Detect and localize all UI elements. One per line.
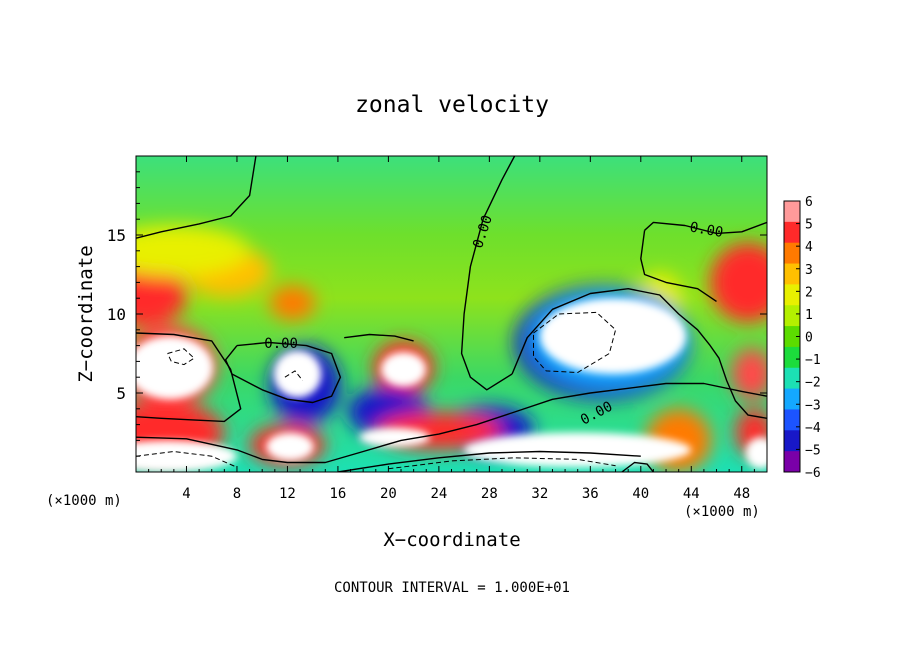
x-unit-right: (×1000 m) [684,504,760,520]
y-tick-label-1: 10 [107,305,126,324]
colorbar-swatch-9 [784,388,800,410]
x-tick-label-3: 16 [329,486,346,502]
x-tick-label-8: 36 [582,486,599,502]
colorbar-swatch-12 [784,451,800,473]
saturated-region-8 [745,437,767,469]
saturated-region-0 [136,336,213,400]
x-tick-label-7: 32 [531,486,548,502]
solid-contour-9 [344,333,414,342]
contour-label-1: 0.00 [688,219,724,241]
dashed-contour-1 [167,348,195,366]
colorbar-swatch-1 [784,221,800,244]
colorbar-label-3: 3 [805,263,813,278]
colorbar: 6 5 4 3 2 1 0 −1 −2 −3 −4 −5 −6 [783,195,821,481]
x-tick-label-9: 40 [632,486,649,502]
colorbar-label-10: −4 [805,421,821,436]
solid-contour-2 [511,288,767,419]
saturated-region-1 [273,350,322,398]
colorbar-label-9: −3 [805,398,821,413]
y-axis-ticks: 5 10 15 [107,171,767,457]
colorbar-label-6: 0 [805,331,813,346]
colorbar-swatch-7 [784,346,800,369]
out-of-range-regions [136,298,767,472]
x-tick-label-4: 20 [380,486,397,502]
colorbar-swatch-4 [784,284,800,306]
dashed-contour-4 [388,457,616,470]
field-blob-2 [269,285,316,321]
dashed-contour-2 [533,311,617,374]
colorbar-swatch-11 [784,430,800,452]
y-axis-label: Z−coordinate [75,245,97,382]
solid-contour-8 [337,450,641,472]
x-tick-label-0: 4 [182,486,190,502]
field-blob-17 [731,348,767,400]
colorbar-swatch-6 [784,326,800,348]
saturated-region-6 [464,432,692,468]
y-tick-label-0: 5 [116,384,126,403]
x-tick-label-11: 48 [733,486,750,502]
saturated-region-3 [359,427,431,447]
x-tick-label-10: 44 [683,486,700,502]
y-tick-label-2: 15 [107,226,126,245]
field-blob-3 [136,225,250,277]
colorbar-swatch-10 [784,409,800,431]
saturated-region-5 [265,432,314,461]
colorbar-label-8: −2 [805,376,821,391]
colorbar-swatch-2 [784,242,800,265]
colorbar-label-1: 5 [805,218,813,233]
solid-contour-6 [136,332,242,423]
field-blob-0 [136,263,187,327]
saturated-region-7 [136,440,237,472]
dashed-contour-3 [284,370,303,381]
solid-contour-0 [136,156,257,239]
colorbar-label-12: −6 [805,466,821,481]
saturated-region-2 [380,351,427,387]
field-blob-4 [710,242,767,322]
x-tick-label-2: 12 [279,486,296,502]
x-axis-label: X−coordinate [383,529,520,551]
colorbar-label-5: 1 [805,308,813,323]
colorbar-swatch-3 [784,263,800,285]
colorbar-swatch-5 [784,305,800,327]
solid-contour-1 [460,156,516,391]
contour-label-2: 0.00 [264,336,298,352]
colorbar-swatch-0 [784,201,800,223]
x-tick-label-1: 8 [233,486,241,502]
solid-contour-10 [621,461,654,472]
chart-title: zonal velocity [355,92,549,118]
solid-contour-4 [640,230,717,302]
colorbar-swatch-8 [784,367,800,390]
contour-lines [136,156,767,472]
x-unit-left: (×1000 m) [46,493,122,509]
colorbar-label-2: 4 [805,240,813,255]
colorbar-label-4: 2 [805,285,813,300]
colorbar-label-11: −5 [805,443,821,458]
x-tick-label-6: 28 [481,486,498,502]
solid-contour-3 [644,221,767,235]
dashed-contour-0 [136,450,238,468]
x-tick-label-5: 24 [430,486,447,502]
plot-area: 0.00 0.000.000.00 [136,156,767,472]
colorbar-label-0: 6 [805,195,813,210]
x-axis-ticks: 4 8 12 16 20 24 28 32 36 40 44 48 [148,156,755,502]
contour-interval-note: CONTOUR INTERVAL = 1.000E+01 [334,580,570,596]
saturated-region-4 [539,298,687,375]
solid-contour-7 [136,382,767,464]
colorbar-label-7: −1 [805,353,821,368]
